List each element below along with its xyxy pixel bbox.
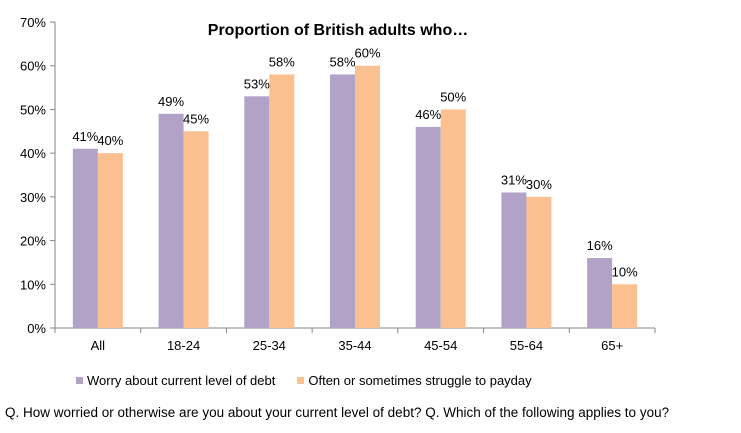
bars xyxy=(72,65,638,329)
x-axis: All 18-24 25-34 35-44 45-54 55-64 65+ xyxy=(54,327,656,353)
x-tick-label: All xyxy=(91,338,106,353)
bar-worry xyxy=(244,96,270,328)
x-tick-label: 65+ xyxy=(601,338,623,353)
legend-label: Often or sometimes struggle to payday xyxy=(308,372,532,388)
x-tick-label: 35-44 xyxy=(338,338,371,353)
footnote: Q. How worried or otherwise are you abou… xyxy=(5,405,670,420)
data-label: 45% xyxy=(183,111,209,126)
bar-chart: Proportion of British adults who… 0% 10% 2… xyxy=(20,15,656,353)
y-tick-label: 40% xyxy=(20,146,46,161)
y-tick-label: 0% xyxy=(27,321,46,336)
data-label: 46% xyxy=(415,107,441,122)
legend-item-struggle: Often or sometimes struggle to payday xyxy=(297,372,532,388)
bar-worry xyxy=(330,74,355,328)
bar-worry xyxy=(415,126,441,329)
y-tick-label: 10% xyxy=(20,277,46,292)
data-labels: 41%49%53%58%46%31%16%40%45%58%60%50%30%1… xyxy=(72,46,638,280)
y-tick-label: 60% xyxy=(20,59,46,74)
y-tick-label: 70% xyxy=(20,15,46,30)
y-axis: 0% 10% 20% 30% 40% 50% 60% 70% xyxy=(20,15,56,336)
bar-struggle xyxy=(269,74,295,328)
y-tick-label: 30% xyxy=(20,190,46,205)
bar-worry xyxy=(158,113,184,328)
bar-struggle xyxy=(526,196,552,328)
data-label: 58% xyxy=(329,54,355,69)
y-tick-label: 20% xyxy=(20,234,46,249)
data-label: 53% xyxy=(244,76,270,91)
x-tick-label: 18-24 xyxy=(167,338,200,353)
data-label: 16% xyxy=(587,238,613,253)
chart-title: Proportion of British adults who… xyxy=(208,22,468,39)
x-tick-label: 55-64 xyxy=(510,338,543,353)
data-label: 40% xyxy=(97,133,123,148)
bar-struggle xyxy=(612,284,638,328)
bar-struggle xyxy=(440,109,466,328)
data-label: 58% xyxy=(269,54,295,69)
data-label: 60% xyxy=(354,46,380,61)
legend-label: Worry about current level of debt xyxy=(87,372,276,388)
x-tick-label: 45-54 xyxy=(424,338,457,353)
data-label: 41% xyxy=(72,129,98,144)
legend-swatch xyxy=(297,376,305,384)
data-label: 49% xyxy=(158,94,184,109)
bar-worry xyxy=(72,148,98,328)
data-label: 10% xyxy=(612,264,638,279)
bar-struggle xyxy=(97,153,123,328)
legend-item-worry: Worry about current level of debt xyxy=(76,373,275,388)
bar-worry xyxy=(587,258,613,328)
data-label: 31% xyxy=(501,172,527,187)
bar-struggle xyxy=(183,131,209,328)
legend-swatch xyxy=(76,376,83,384)
legend: Worry about current level of debt Often … xyxy=(76,372,554,388)
y-tick-label: 50% xyxy=(20,102,46,117)
x-tick-label: 25-34 xyxy=(253,338,286,353)
data-label: 50% xyxy=(440,89,466,104)
data-label: 30% xyxy=(526,177,552,192)
bar-struggle xyxy=(355,65,380,328)
bar-worry xyxy=(501,192,527,328)
